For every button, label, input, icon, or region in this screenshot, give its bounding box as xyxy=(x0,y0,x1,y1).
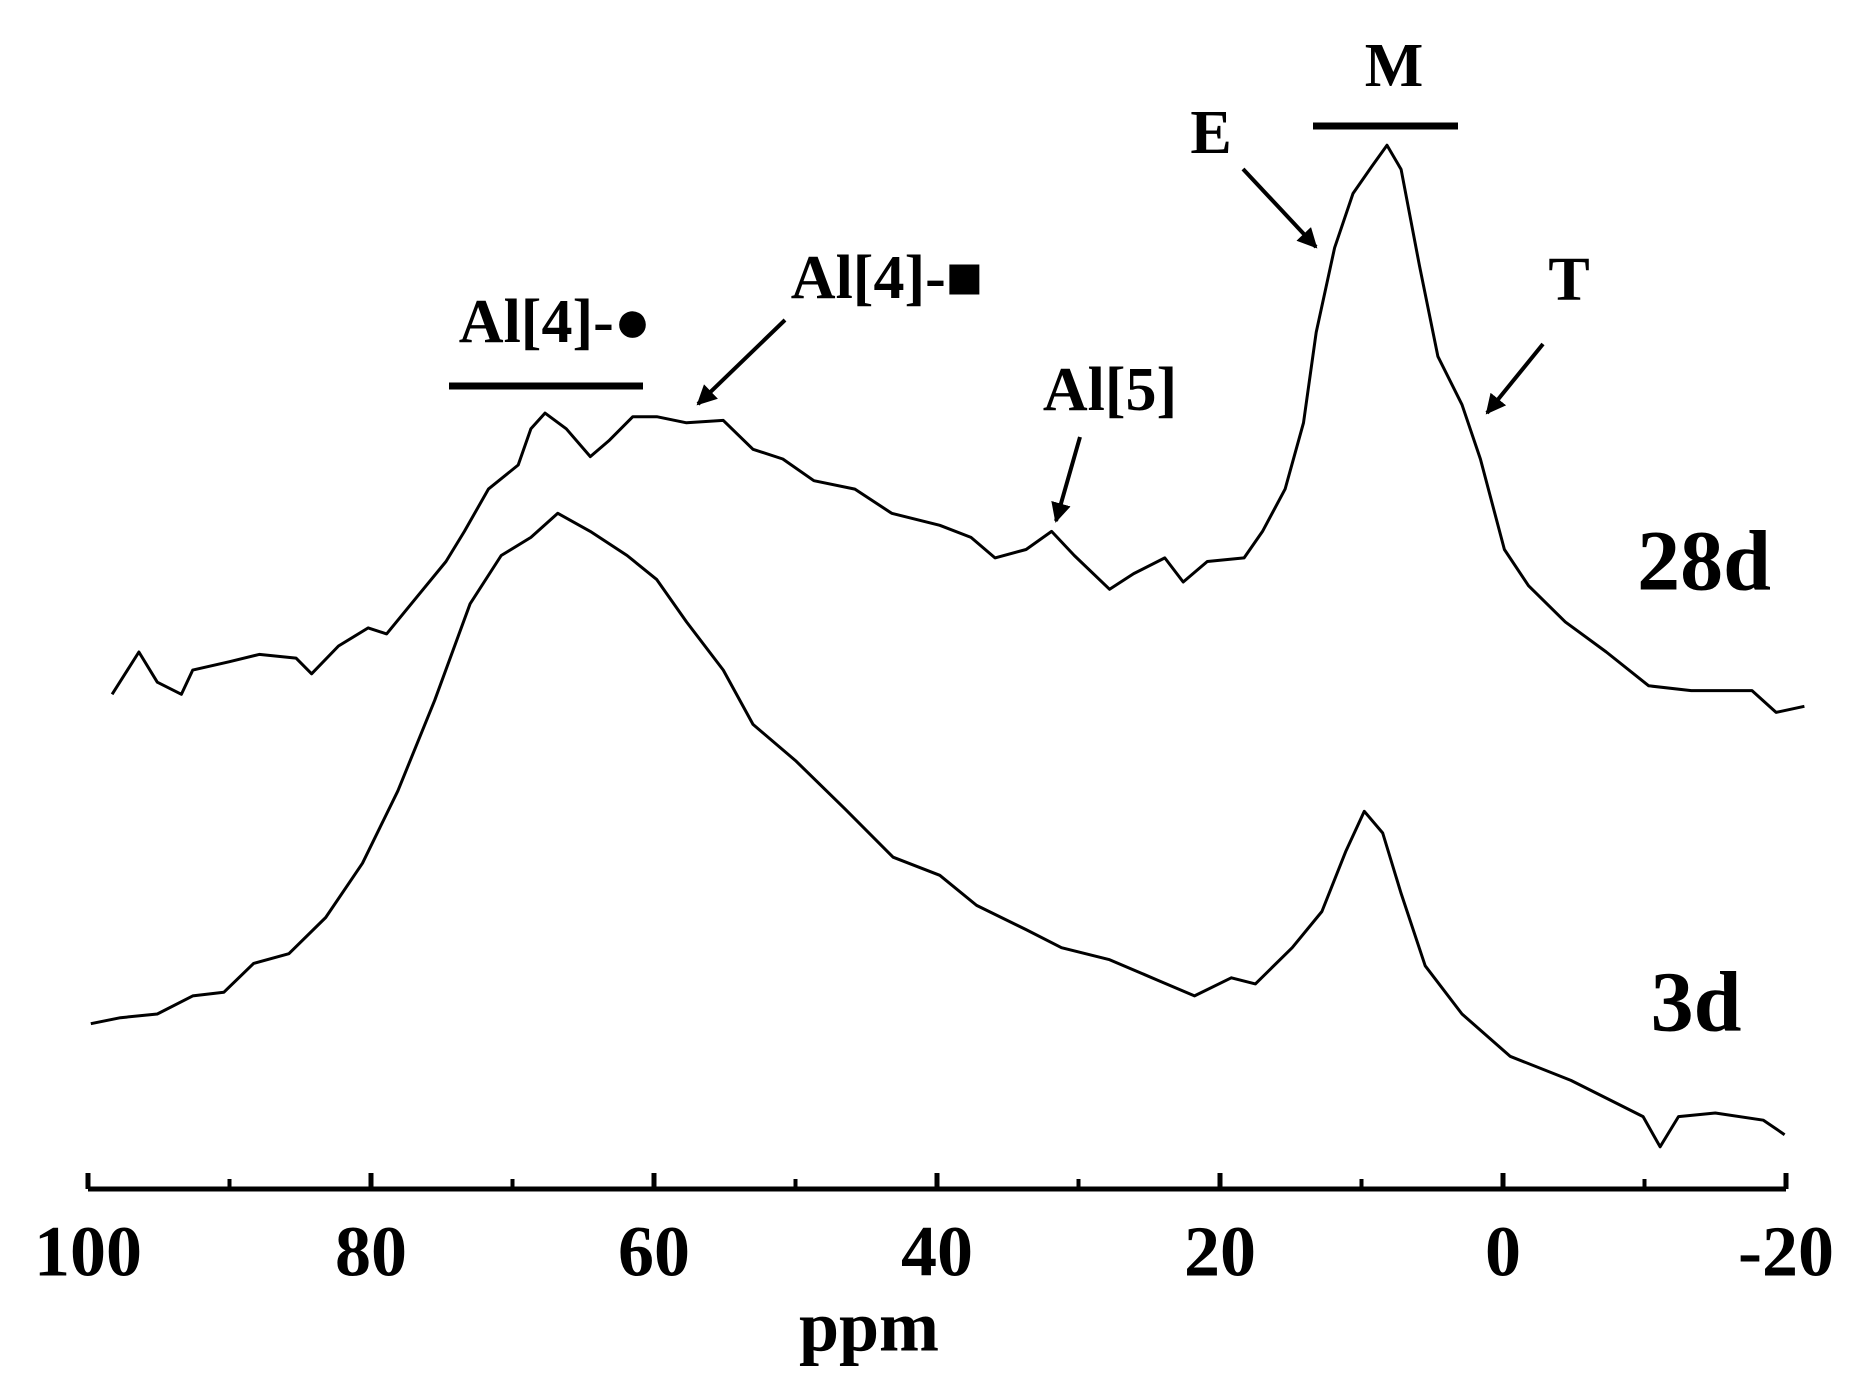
spectrum-line xyxy=(110,143,1805,714)
annotation-arrow xyxy=(1485,342,1545,415)
annotation-arrow xyxy=(696,318,787,406)
x-tick-label: 20 xyxy=(1184,1212,1256,1292)
annotation: E xyxy=(1190,99,1231,167)
x-tick-label: -20 xyxy=(1738,1212,1834,1292)
annotation: T xyxy=(1548,246,1589,314)
x-tick-label: 0 xyxy=(1485,1212,1521,1292)
series-label: 28d xyxy=(1637,513,1771,609)
annotation: Al[4]-● xyxy=(459,288,651,356)
x-tick-label: 40 xyxy=(901,1212,973,1292)
annotation: Al[5] xyxy=(1043,356,1177,424)
x-tick-label: 60 xyxy=(618,1212,690,1292)
spectrum-line xyxy=(90,511,1786,1149)
annotation: Al[4]-■ xyxy=(791,244,983,312)
annotation-arrow xyxy=(1241,167,1318,249)
x-tick-label: 100 xyxy=(34,1212,142,1292)
x-axis-label: ppm xyxy=(799,1287,939,1367)
annotation: M xyxy=(1365,32,1424,100)
series-label: 3d xyxy=(1651,954,1742,1050)
annotation-arrow xyxy=(1051,436,1082,523)
x-tick-label: 80 xyxy=(335,1212,407,1292)
